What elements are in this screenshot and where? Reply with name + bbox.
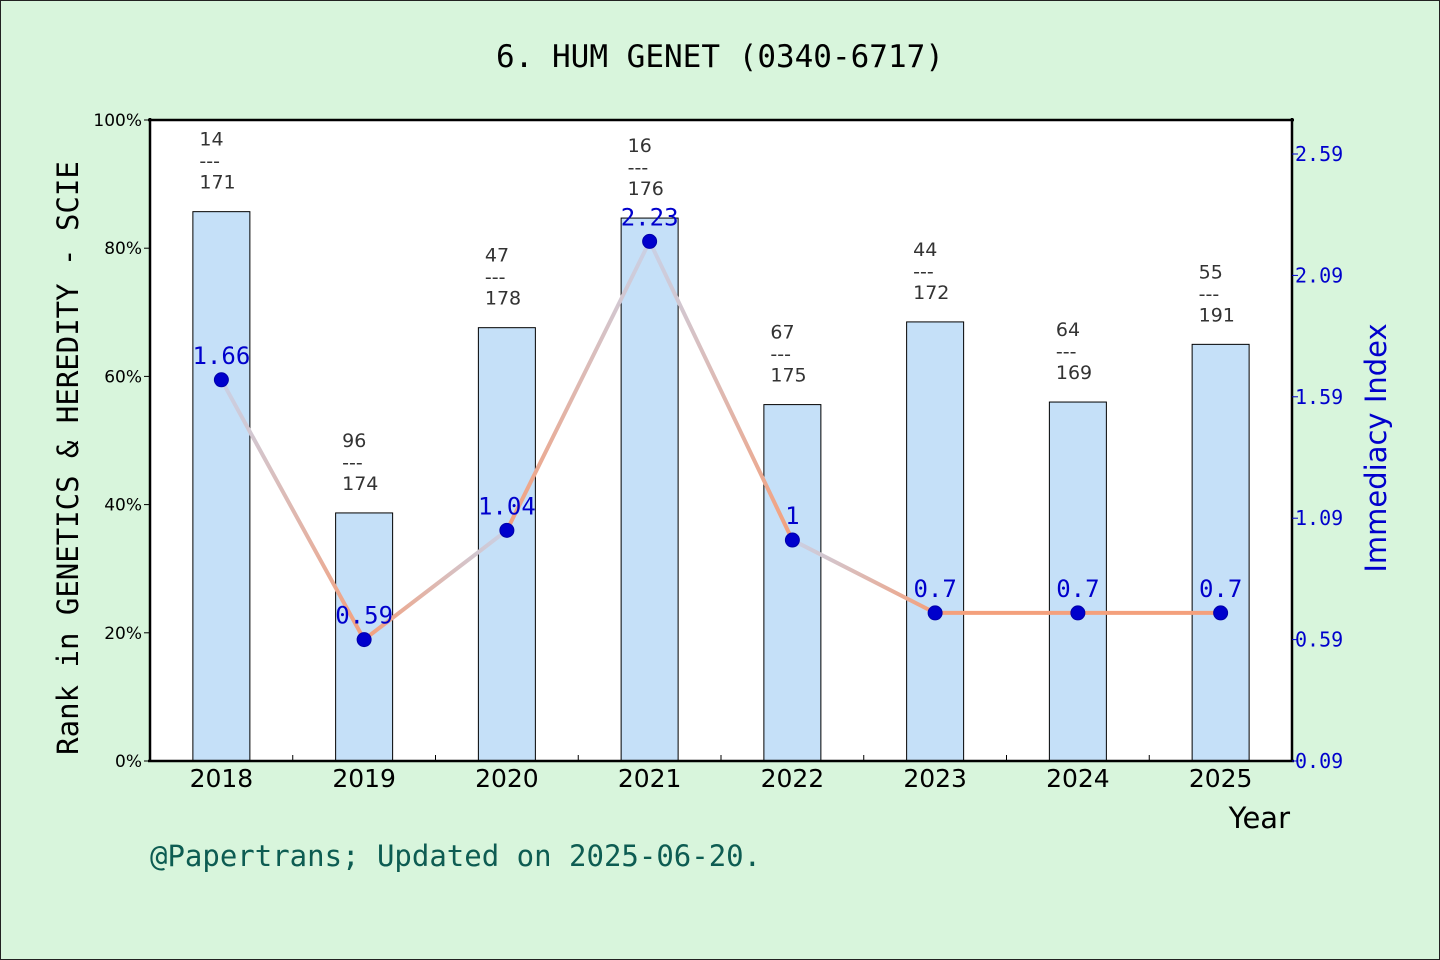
right-tick-label-0.09: 0.09 [1295, 749, 1343, 773]
rank-separator-2021: --- [628, 157, 649, 179]
rank-label-2019: 96 [342, 430, 366, 452]
total-label-2020: 178 [485, 288, 521, 310]
point-label-2019: 0.59 [335, 602, 393, 630]
x-tick-label-2025: 2025 [1189, 764, 1253, 793]
total-label-2024: 169 [1056, 362, 1092, 384]
rank-label-2025: 55 [1199, 261, 1223, 283]
left-tick-label-0: 0% [115, 752, 142, 772]
point-2023 [927, 605, 943, 621]
bar-2021 [620, 217, 679, 762]
x-tick-label-2018: 2018 [190, 764, 254, 793]
line-segment-2019-2020 [362, 528, 509, 642]
rank-separator-2023: --- [913, 261, 934, 283]
left-tick-label-20: 20% [104, 624, 142, 644]
total-label-2022: 175 [770, 365, 806, 387]
rank-label-2022: 67 [770, 322, 794, 344]
x-tick-label-2020: 2020 [475, 764, 539, 793]
bar-2023 [906, 321, 965, 762]
credit-text: @Papertrans; Updated on 2025-06-20. [150, 839, 761, 873]
point-2020 [499, 522, 515, 538]
point-2019 [356, 632, 372, 648]
x-axis-ticks: 2018 2019 2020 2021 2022 2023 2024 2025 [190, 755, 1253, 793]
bar-2020 [477, 327, 536, 762]
rank-separator-2025: --- [1199, 283, 1220, 305]
x-tick-label-2021: 2021 [618, 764, 682, 793]
right-axis-ticks: 0.09 0.59 1.09 1.59 2.09 2.59 [1292, 142, 1343, 773]
rank-separator-2020: --- [485, 267, 506, 289]
right-axis-label: Immediacy Index [1359, 323, 1393, 572]
rank-fraction-labels: 14---17196---17447---17816---17667---175… [199, 129, 1235, 495]
line-segment-2022-2023 [790, 538, 938, 615]
point-label-2024: 0.7 [1056, 575, 1099, 603]
point-label-2022: 1 [785, 502, 799, 530]
total-label-2018: 171 [199, 172, 235, 194]
left-tick-label-40: 40% [104, 496, 142, 516]
point-2018 [213, 372, 229, 388]
rank-label-2024: 64 [1056, 319, 1080, 341]
chart-title: 6. HUM GENET (0340-6717) [496, 39, 944, 75]
bar-2024 [1048, 401, 1107, 762]
point-2022 [784, 532, 800, 548]
rank-separator-2022: --- [770, 344, 791, 366]
x-tick-label-2024: 2024 [1046, 764, 1110, 793]
rank-separator-2024: --- [1056, 341, 1077, 363]
point-label-2020: 1.04 [478, 492, 536, 520]
rank-label-2020: 47 [485, 245, 509, 267]
point-2021 [642, 233, 658, 249]
bar-2018 [192, 211, 251, 762]
total-label-2019: 174 [342, 473, 378, 495]
left-tick-label-80: 80% [104, 239, 142, 259]
right-tick-label-2.09: 2.09 [1295, 263, 1343, 287]
rank-separator-2018: --- [199, 151, 220, 173]
x-tick-label-2022: 2022 [761, 764, 825, 793]
right-tick-label-1.09: 1.09 [1295, 506, 1343, 530]
x-axis-label: Year [1228, 801, 1290, 835]
point-label-2023: 0.7 [913, 575, 956, 603]
total-label-2025: 191 [1199, 304, 1235, 326]
total-label-2021: 176 [628, 178, 664, 200]
bar-2025 [1191, 343, 1250, 762]
right-tick-label-2.59: 2.59 [1295, 142, 1343, 166]
rank-label-2023: 44 [913, 239, 937, 261]
right-tick-label-1.59: 1.59 [1295, 385, 1343, 409]
left-tick-label-100: 100% [93, 111, 142, 131]
point-label-2025: 0.7 [1199, 575, 1242, 603]
point-label-2018: 1.66 [192, 342, 250, 370]
rank-label-2021: 16 [628, 135, 652, 157]
rank-separator-2019: --- [342, 452, 363, 474]
line-segment-2021-2022 [647, 239, 795, 543]
line-segment-2020-2021 [504, 239, 652, 533]
x-tick-label-2019: 2019 [332, 764, 396, 793]
point-2024 [1070, 605, 1086, 621]
right-tick-label-0.59: 0.59 [1295, 628, 1343, 652]
total-label-2023: 172 [913, 282, 949, 304]
x-tick-label-2023: 2023 [903, 764, 967, 793]
plot-area [150, 120, 1291, 761]
immediacy-line-group: 1.66 0.59 1.04 2.23 1 0.7 0.7 0.7 [192, 203, 1242, 648]
left-axis-ticks: 0% 20% 40% 60% 80% 100% [93, 111, 150, 772]
line-segment-2018-2019 [219, 377, 367, 642]
left-tick-label-60: 60% [104, 367, 142, 387]
left-axis-label: Rank in GENETICS & HEREDITY - SCIE [51, 161, 85, 755]
bar-2022 [763, 404, 822, 762]
point-label-2021: 2.23 [621, 203, 679, 231]
point-2025 [1213, 605, 1229, 621]
rank-label-2018: 14 [199, 129, 223, 151]
